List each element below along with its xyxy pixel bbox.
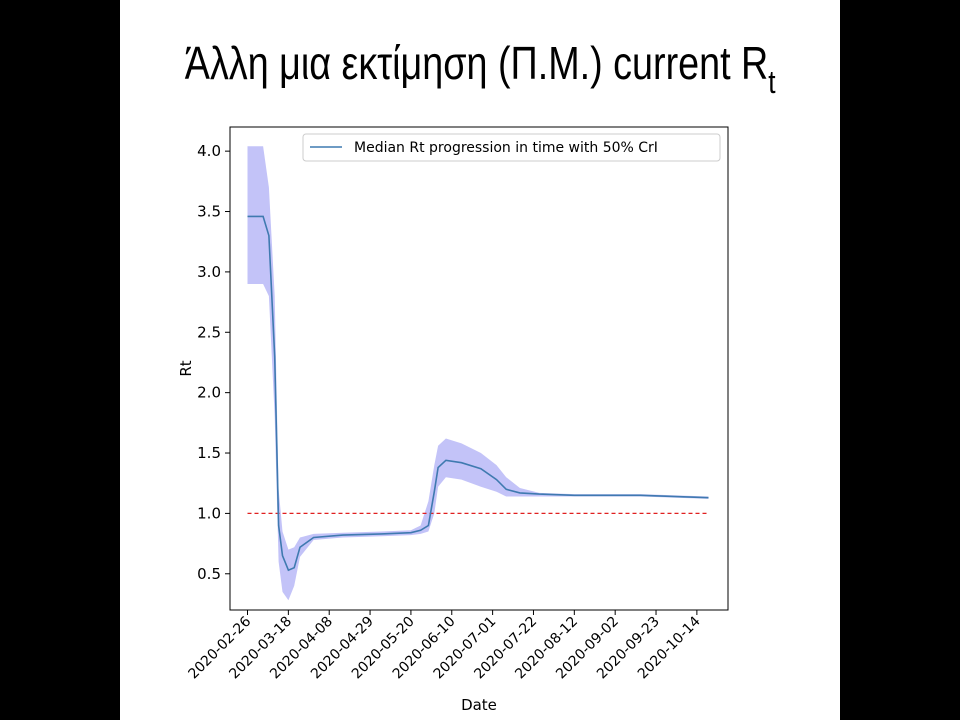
y-tick-label: 1.0 bbox=[197, 504, 221, 522]
slide-title-subscript: t bbox=[768, 64, 776, 100]
y-tick-label: 0.5 bbox=[197, 565, 221, 583]
y-axis-label: Rt bbox=[177, 360, 195, 376]
x-axis-label: Date bbox=[461, 696, 497, 714]
y-tick-label: 4.0 bbox=[197, 142, 221, 160]
slide-title-main: Άλλη μια εκτίμηση (Π.Μ.) current R bbox=[184, 37, 769, 89]
credible-interval-band bbox=[247, 146, 709, 601]
legend-box bbox=[302, 133, 721, 162]
y-tick-label: 2.5 bbox=[197, 323, 221, 341]
y-tick-label: 1.5 bbox=[197, 444, 221, 462]
plot-area bbox=[229, 126, 729, 611]
legend-label: Median Rt progression in time with 50% C… bbox=[354, 140, 658, 156]
slide-title: Άλλη μια εκτίμηση (Π.Μ.) current Rt bbox=[184, 36, 776, 101]
y-tick-label: 3.5 bbox=[197, 203, 221, 221]
y-tick-label: 3.0 bbox=[197, 263, 221, 281]
y-tick-label: 2.0 bbox=[197, 384, 221, 402]
